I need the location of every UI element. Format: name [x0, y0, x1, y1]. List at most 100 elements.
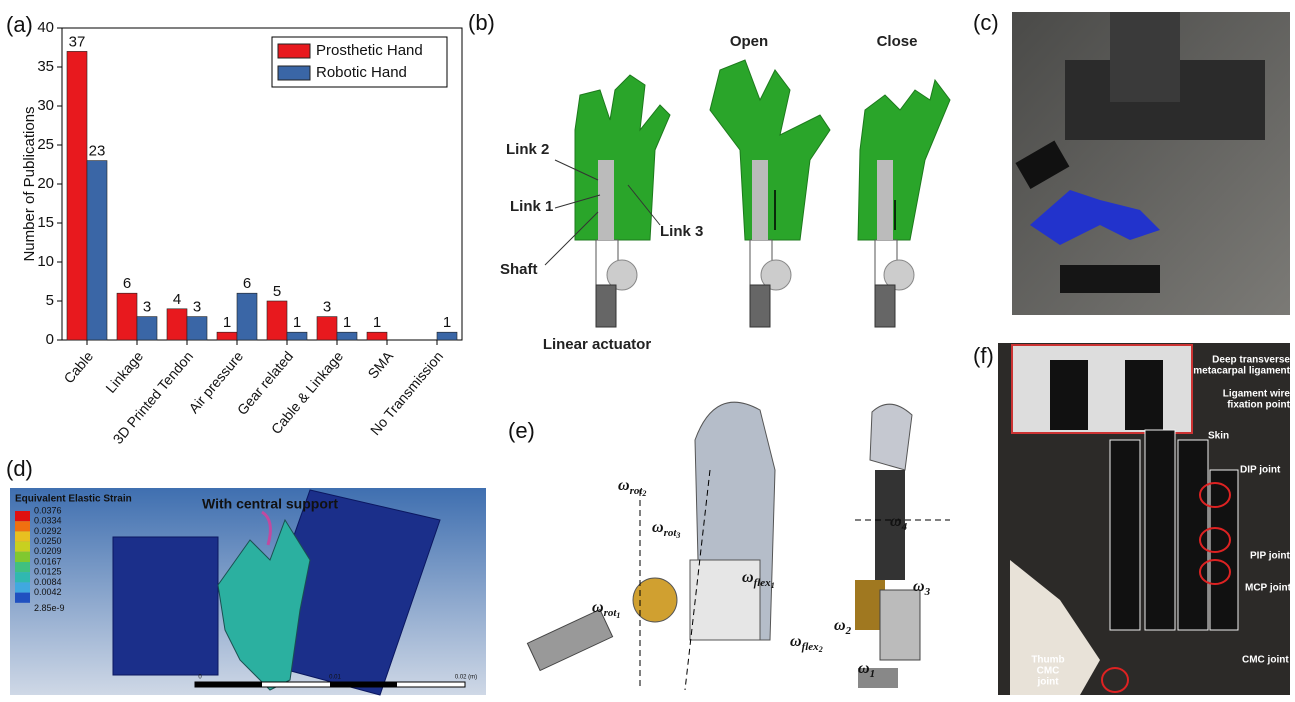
- symbol: ωrot2: [618, 477, 646, 498]
- legend-label: Prosthetic Hand: [316, 42, 423, 59]
- bar: [287, 332, 307, 340]
- value-label: 23: [89, 143, 106, 160]
- symbol-sub: 3: [924, 586, 931, 598]
- hand-drawings: [545, 60, 950, 327]
- symbol-base: ω: [890, 513, 902, 530]
- colorbar-swatch: [15, 572, 30, 582]
- symbol: ω3: [913, 578, 931, 598]
- value-label: 3: [193, 299, 201, 316]
- photo-label: fixation point: [1227, 400, 1290, 411]
- photo-label: CMC joint: [1242, 655, 1289, 666]
- bar: [137, 317, 157, 340]
- colorbar-label: 0.0084: [34, 577, 62, 587]
- value-label: 1: [373, 314, 381, 331]
- photo-label: Ligament wire: [1223, 389, 1291, 400]
- bar: [337, 332, 357, 340]
- colorbar-label: 2.85e-9: [34, 603, 65, 613]
- x-tick-label: Linkage: [102, 348, 146, 396]
- annotation: Close: [877, 33, 918, 50]
- symbol-subsub: 2: [641, 489, 646, 498]
- x-tick-label: Cable: [60, 348, 96, 386]
- photo-label: Thumb: [1031, 655, 1064, 666]
- symbol: ωflex2: [790, 633, 823, 654]
- symbol: ωrot3: [652, 519, 680, 540]
- finger-drawings: [527, 402, 950, 690]
- y-tick-label: 0: [46, 331, 54, 348]
- y-tick-label: 35: [37, 58, 54, 75]
- figure: (a) (b) (c) (d) (e) (f) Open Close Link …: [0, 0, 1295, 697]
- y-tick-label: 40: [37, 19, 54, 36]
- bar: [117, 293, 137, 340]
- colorbar-swatch: [15, 552, 30, 562]
- x-tick-label: SMA: [364, 348, 396, 382]
- photo-label: Skin: [1208, 431, 1229, 442]
- scale-label: 0.02 (m): [455, 675, 477, 681]
- value-label: 6: [123, 275, 131, 292]
- value-label: 6: [243, 275, 251, 292]
- symbol-sub: rot: [664, 527, 678, 539]
- symbol-base: ω: [742, 569, 754, 586]
- panel-label: (b): [468, 10, 495, 35]
- symbol-sub: rot: [630, 485, 644, 497]
- bar: [67, 51, 87, 340]
- bar: [187, 317, 207, 340]
- value-label: 5: [273, 283, 281, 300]
- colorbar-swatch: [15, 582, 30, 592]
- annotation: Linear actuator: [543, 336, 652, 353]
- legend-swatch: [278, 66, 310, 80]
- panel-label: (f): [973, 343, 994, 368]
- colorbar-swatch: [15, 521, 30, 531]
- symbol-sub: 2: [845, 625, 852, 637]
- y-tick-label: 15: [37, 214, 54, 231]
- legend-label: Robotic Hand: [316, 64, 407, 81]
- photo-label: metacarpal ligament: [1193, 366, 1290, 377]
- value-label: 1: [443, 314, 451, 331]
- colorbar-label: 0.0209: [34, 546, 62, 556]
- symbol-subsub: 1: [616, 611, 620, 620]
- symbol-base: ω: [913, 578, 925, 595]
- colorbar-swatch: [15, 511, 30, 521]
- colorbar-label: 0.0292: [34, 526, 62, 536]
- symbol: ω1: [858, 660, 875, 680]
- colorbar-swatch: [15, 531, 30, 541]
- bar: [87, 161, 107, 340]
- colorbar-label: 0.0250: [34, 536, 62, 546]
- symbol-base: ω: [652, 519, 664, 536]
- colorbar-swatch: [15, 562, 30, 572]
- symbol-base: ω: [834, 617, 846, 634]
- fea-image: [10, 488, 486, 695]
- photo-label: MCP joint: [1245, 583, 1292, 594]
- colorbar-label: 0.0125: [34, 567, 62, 577]
- legend-swatch: [278, 44, 310, 58]
- scale-label: 0.01: [329, 675, 341, 681]
- y-tick-label: 30: [37, 97, 54, 114]
- panel-label: (a): [6, 12, 33, 37]
- annotation: With central support: [202, 496, 338, 512]
- annotation: Shaft: [500, 261, 538, 278]
- bar: [167, 309, 187, 340]
- y-tick-label: 5: [46, 292, 54, 309]
- y-tick-label: 10: [37, 253, 54, 270]
- photo-label: Deep transverse: [1212, 355, 1290, 366]
- symbol-subsub: 1: [771, 581, 775, 590]
- page: (a) (b) (c) (d) (e) (f) Open Close Link …: [0, 0, 1295, 702]
- photo-label: CMC: [1037, 666, 1060, 677]
- bar: [217, 332, 237, 340]
- symbol-subsub: 3: [675, 531, 680, 540]
- symbol-sub: flex: [802, 641, 820, 653]
- value-label: 1: [223, 314, 231, 331]
- panel-label: (c): [973, 10, 999, 35]
- colorbar-swatch: [15, 542, 30, 552]
- colorbar-label: 0.0167: [34, 556, 62, 566]
- symbol-base: ω: [790, 633, 802, 650]
- symbol-sub: 1: [870, 668, 876, 680]
- legend-title: Equivalent Elastic Strain: [15, 494, 132, 505]
- y-axis-title: Number of Publications: [21, 106, 38, 261]
- panel-label: (d): [6, 456, 33, 481]
- annotation: Link 3: [660, 223, 703, 240]
- bar: [437, 332, 457, 340]
- colorbar-label: 0.0334: [34, 516, 62, 526]
- value-label: 3: [143, 299, 151, 316]
- bar: [267, 301, 287, 340]
